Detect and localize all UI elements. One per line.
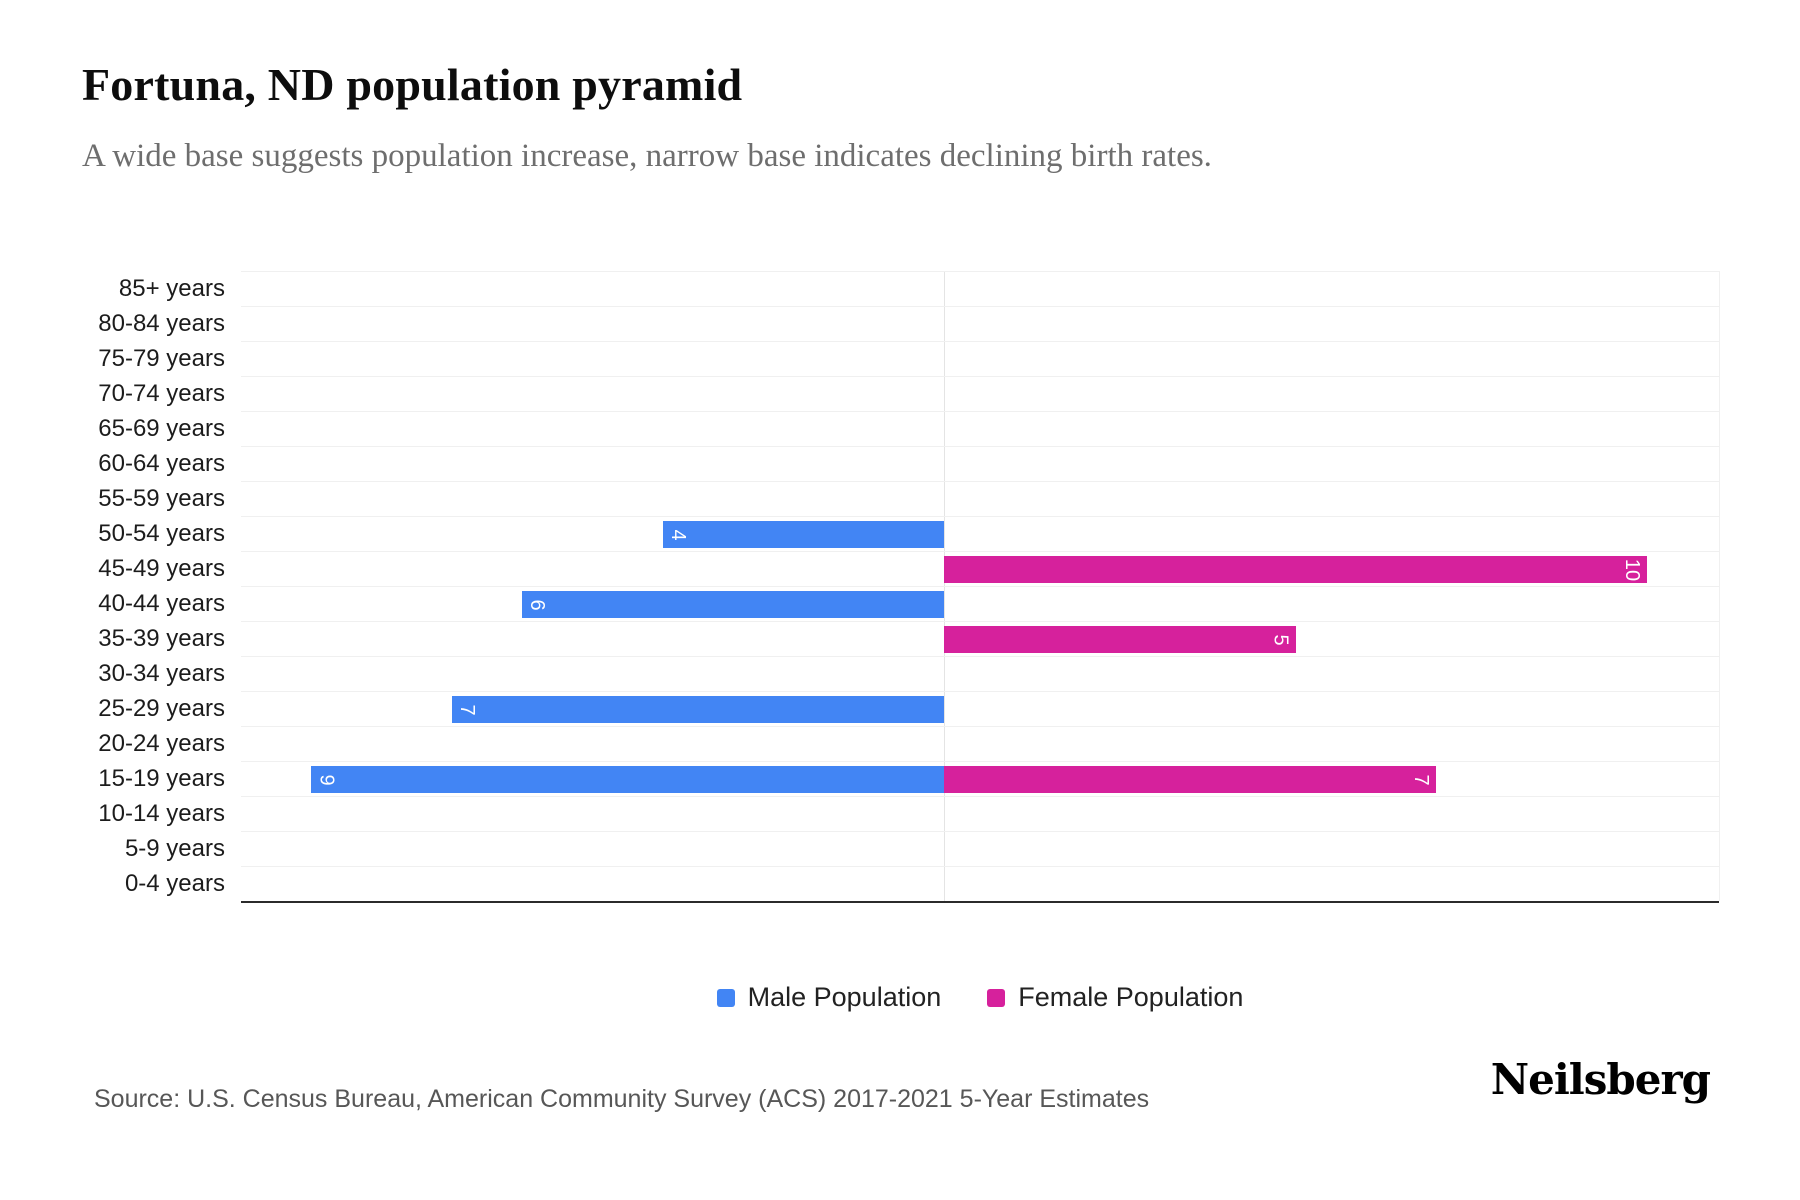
row-plot: 10	[241, 551, 1719, 587]
female-legend-swatch	[987, 988, 1006, 1007]
legend-label: Female Population	[1018, 982, 1244, 1012]
bar-value-label: 5	[1269, 633, 1292, 646]
male-legend-swatch	[716, 988, 735, 1007]
chart-row: 80-84 years	[0, 306, 1800, 341]
chart-row: 75-79 years	[0, 341, 1800, 376]
row-plot	[241, 341, 1719, 377]
brand-logo: Neilsberg	[1490, 1055, 1711, 1104]
row-plot: 6	[241, 586, 1719, 622]
chart-row: 65-69 years	[0, 411, 1800, 446]
row-plot	[241, 306, 1719, 342]
chart-row: 30-34 years	[0, 656, 1800, 691]
y-axis-label: 0-4 years	[124, 870, 225, 897]
y-axis-label: 25-29 years	[98, 695, 225, 722]
right-edge-gridline	[1719, 271, 1720, 901]
y-axis-label: 60-64 years	[98, 450, 225, 477]
population-pyramid-chart: 85+ years 80-84 years 75-79 years 70-74 yea…	[0, 271, 1800, 903]
y-axis-label: 85+ years	[118, 275, 225, 302]
y-axis-label: 55-59 years	[98, 485, 225, 512]
y-axis-label: 65-69 years	[98, 415, 225, 442]
bar-value-label: 7	[455, 703, 478, 716]
legend-item-female[interactable]: Female Population	[987, 982, 1243, 1013]
chart-row: 10-14 years	[0, 796, 1800, 831]
female-population-bar[interactable]: 5	[944, 626, 1296, 653]
male-population-bar[interactable]: 9	[311, 766, 944, 793]
y-axis-label: 80-84 years	[98, 310, 225, 337]
row-plot: 7	[241, 691, 1719, 727]
row-plot	[241, 866, 1719, 902]
chart-title: Fortuna, ND population pyramid	[82, 59, 743, 110]
legend-label: Male Population	[747, 982, 942, 1012]
row-plot	[241, 831, 1719, 867]
bar-value-label: 7	[1410, 773, 1433, 786]
chart-row: 35-39 years 5	[0, 621, 1800, 656]
source-text: Source: U.S. Census Bureau, American Com…	[94, 1085, 1150, 1113]
male-population-bar[interactable]: 6	[522, 591, 944, 618]
chart-row: 50-54 years 4	[0, 516, 1800, 551]
bar-value-label: 10	[1621, 558, 1643, 581]
chart-rows: 85+ years 80-84 years 75-79 years 70-74 yea…	[0, 271, 1800, 901]
female-population-bar[interactable]: 7	[944, 766, 1437, 793]
row-plot	[241, 446, 1719, 482]
y-axis-label: 15-19 years	[98, 765, 225, 792]
chart-row: 40-44 years 6	[0, 586, 1800, 621]
row-plot	[241, 376, 1719, 412]
row-plot	[241, 796, 1719, 832]
chart-row: 15-19 years 9 7	[0, 761, 1800, 796]
chart-row: 5-9 years	[0, 831, 1800, 866]
male-population-bar[interactable]: 4	[662, 521, 944, 548]
bar-value-label: 6	[526, 598, 549, 611]
chart-row: 55-59 years	[0, 481, 1800, 516]
y-axis-label: 40-44 years	[98, 590, 225, 617]
chart-row: 0-4 years	[0, 866, 1800, 901]
row-plot: 5	[241, 621, 1719, 657]
chart-subtitle: A wide base suggests population increase…	[82, 138, 1212, 174]
chart-row: 85+ years	[0, 271, 1800, 306]
chart-row: 45-49 years 10	[0, 551, 1800, 586]
y-axis-label: 30-34 years	[98, 660, 225, 687]
row-plot: 4	[241, 516, 1719, 552]
chart-row: 25-29 years 7	[0, 691, 1800, 726]
x-axis-line	[241, 901, 1719, 903]
row-plot	[241, 656, 1719, 692]
chart-row: 70-74 years	[0, 376, 1800, 411]
chart-row: 60-64 years	[0, 446, 1800, 481]
row-plot	[241, 726, 1719, 762]
y-axis-label: 50-54 years	[98, 520, 225, 547]
female-population-bar[interactable]: 10	[944, 556, 1647, 583]
y-axis-label: 10-14 years	[98, 800, 225, 827]
y-axis-label: 5-9 years	[124, 835, 225, 862]
legend-item-male[interactable]: Male Population	[716, 982, 942, 1013]
row-plot	[241, 411, 1719, 447]
chart-row: 20-24 years	[0, 726, 1800, 761]
male-population-bar[interactable]: 7	[451, 696, 944, 723]
y-axis-label: 20-24 years	[98, 730, 225, 757]
y-axis-label: 70-74 years	[98, 380, 225, 407]
row-plot	[241, 271, 1719, 307]
bar-value-label: 4	[666, 528, 689, 541]
y-axis-label: 45-49 years	[98, 555, 225, 582]
bar-value-label: 9	[315, 773, 338, 786]
row-plot	[241, 481, 1719, 517]
y-axis-label: 35-39 years	[98, 625, 225, 652]
y-axis-label: 75-79 years	[98, 345, 225, 372]
legend: Male Population Female Population	[241, 982, 1719, 1013]
